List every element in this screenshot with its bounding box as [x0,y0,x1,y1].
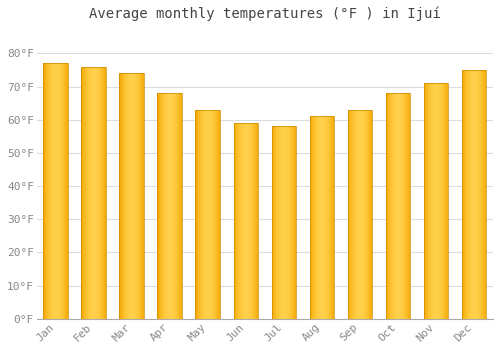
Bar [424,83,448,319]
Bar [158,93,182,319]
Bar [348,110,372,319]
Bar [120,73,144,319]
Bar [44,63,68,319]
Bar [196,110,220,319]
Bar [234,123,258,319]
Title: Average monthly temperatures (°F ) in Ijuí: Average monthly temperatures (°F ) in Ij… [89,7,441,21]
Bar [310,117,334,319]
Bar [462,70,486,319]
Bar [82,66,106,319]
Bar [272,126,296,319]
Bar [386,93,410,319]
